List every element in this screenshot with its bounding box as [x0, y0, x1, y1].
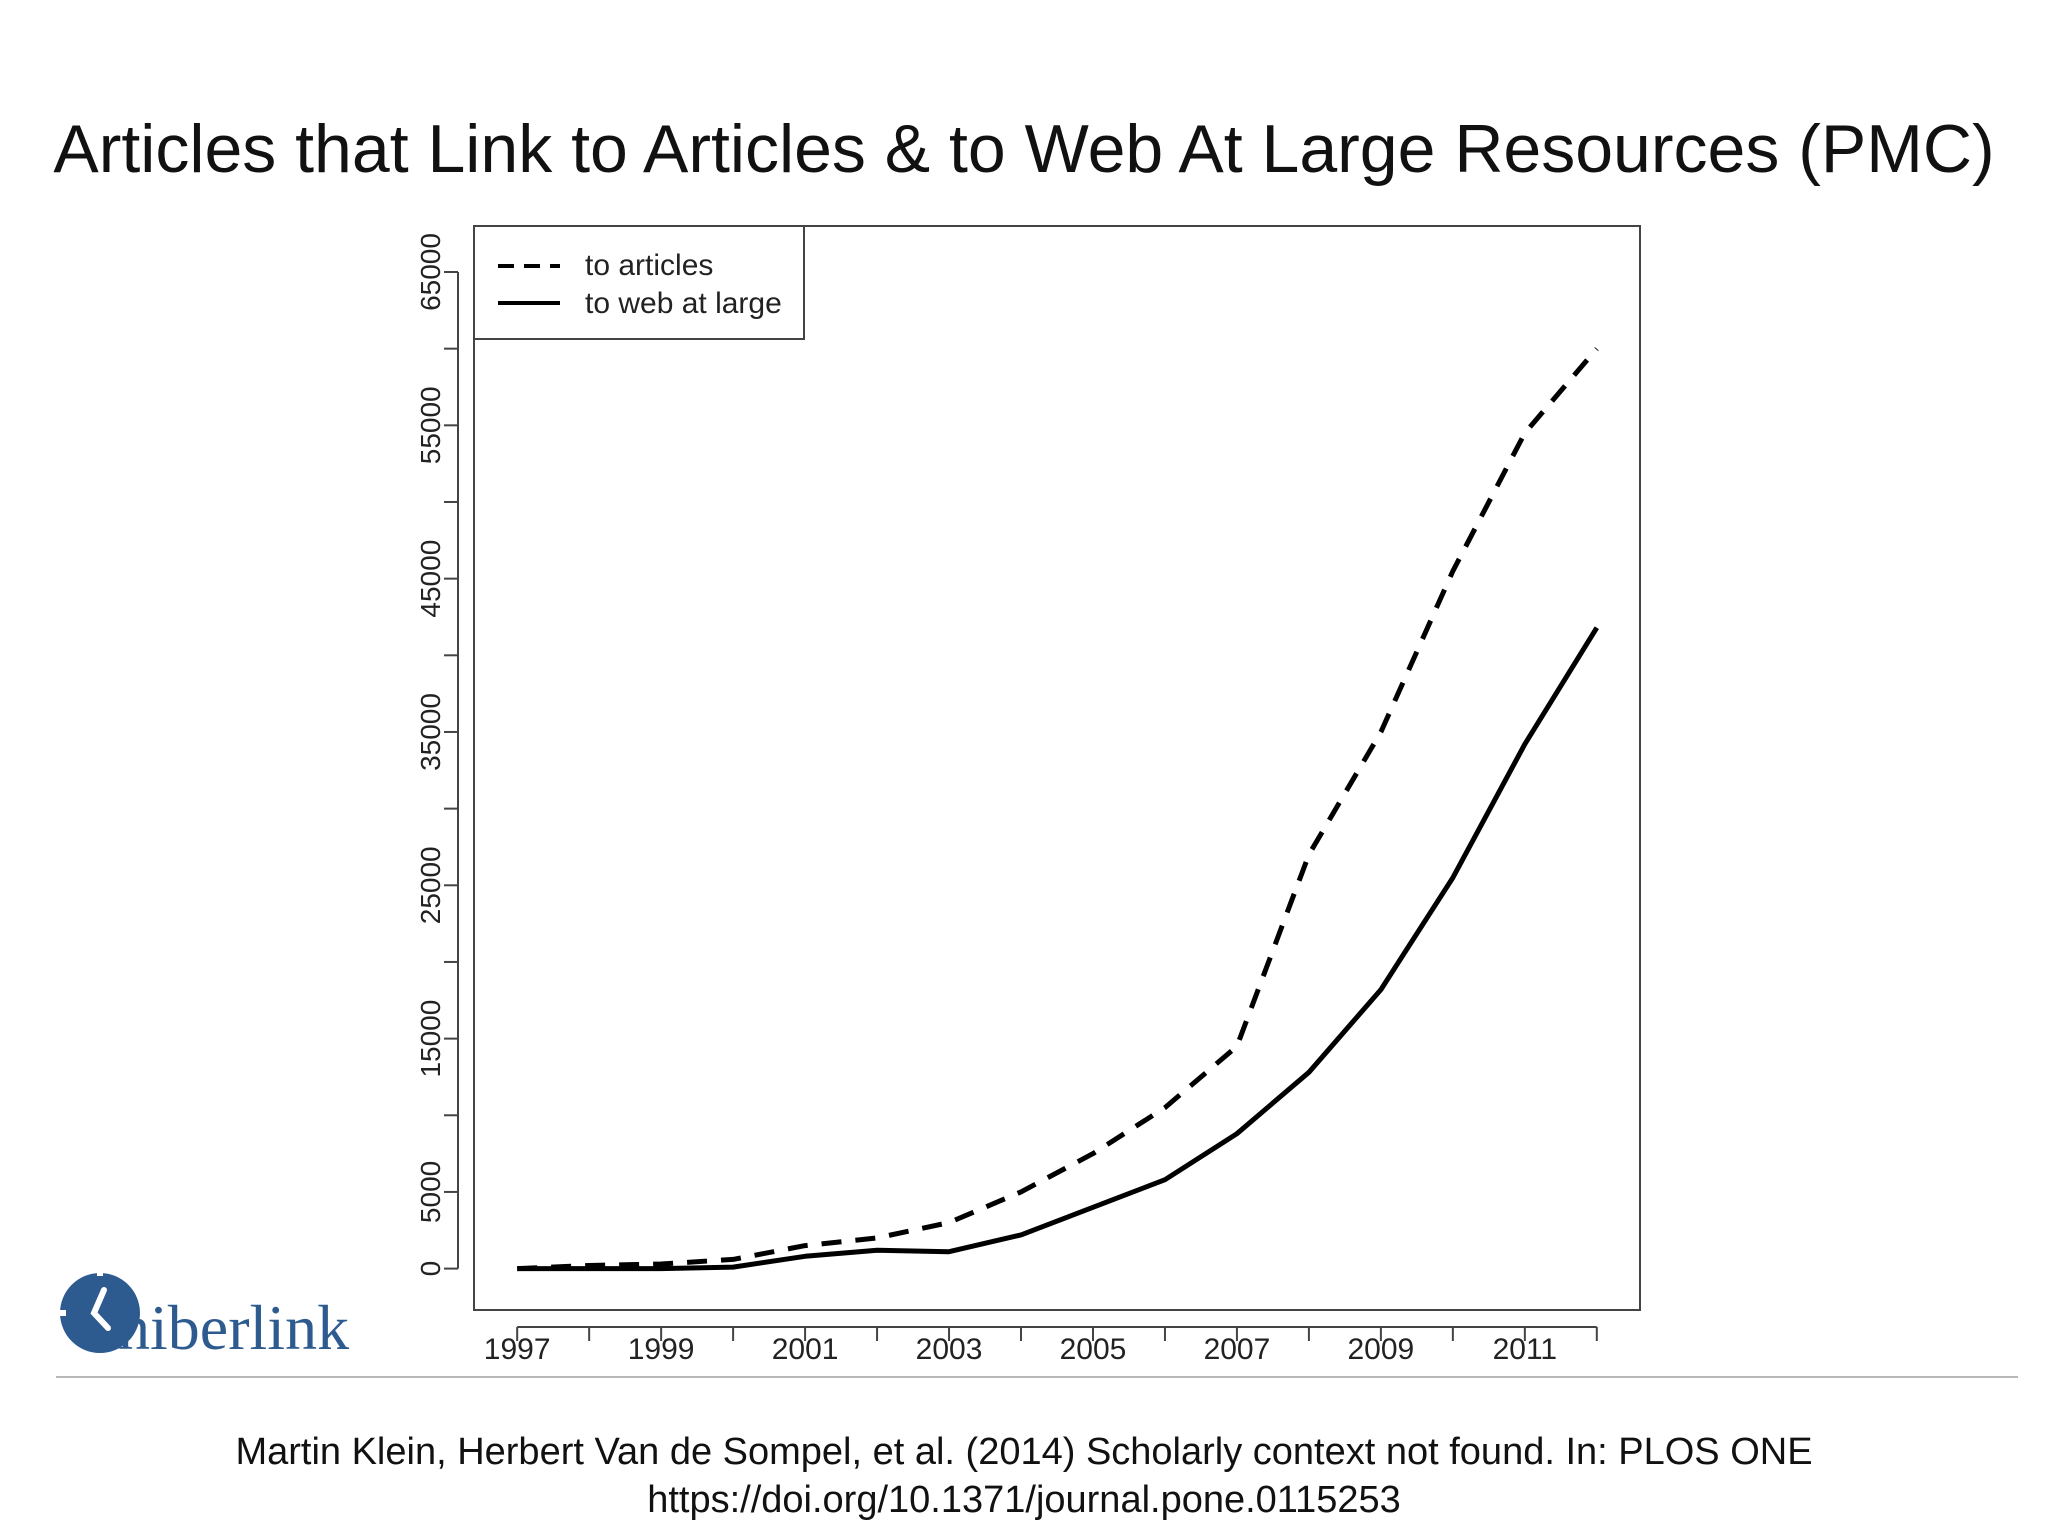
hiberlink-logo — [58, 1268, 140, 1353]
y-tick-label: 65000 — [415, 233, 446, 311]
series-layer — [517, 347, 1599, 1272]
citation-doi: https://doi.org/10.1371/journal.pone.011… — [647, 1479, 1401, 1521]
x-axis: 1997 1999 2001 2003 2005 2007 2009 2011 — [484, 1326, 1598, 1366]
x-tick-label: 1997 — [484, 1333, 551, 1366]
legend-label-to-web-at-large: to web at large — [585, 287, 782, 320]
series-line-to-web-at-large — [517, 626, 1599, 1272]
y-tick-label: 35000 — [415, 693, 446, 771]
y-tick-label: 45000 — [415, 540, 446, 618]
x-tick-label: 2001 — [772, 1333, 839, 1366]
x-tick-label: 2011 — [1493, 1333, 1558, 1366]
y-tick-label: 55000 — [415, 386, 446, 464]
x-tick-label: 2009 — [1348, 1333, 1415, 1366]
legend-box — [473, 225, 805, 340]
legend-label-to-articles: to articles — [585, 249, 713, 282]
logo-wordmark: hiberlink — [118, 1292, 350, 1363]
y-tick-label: 0 — [415, 1261, 446, 1277]
plot-frame — [473, 225, 1641, 1311]
x-tick-label: 2005 — [1060, 1333, 1127, 1366]
y-tick-label: 5000 — [415, 1161, 446, 1223]
footer-divider — [56, 1376, 2018, 1378]
chart-legend: to articles to web at large — [473, 225, 805, 340]
series-line-to-articles — [517, 347, 1599, 1272]
y-tick-label: 25000 — [415, 846, 446, 924]
clock-icon — [58, 1268, 140, 1353]
slide-title: Articles that Link to Articles & to Web … — [53, 111, 1995, 187]
y-tick-label: 15000 — [415, 1000, 446, 1078]
citation: Martin Klein, Herbert Van de Sompel, et … — [0, 1428, 2048, 1524]
x-tick-label: 2007 — [1204, 1333, 1271, 1366]
y-axis: 0 5000 15000 25000 35000 45000 55000 65000 — [415, 233, 459, 1277]
x-tick-label: 2003 — [916, 1333, 983, 1366]
citation-reference: Martin Klein, Herbert Van de Sompel, et … — [235, 1431, 1813, 1473]
x-tick-label: 1999 — [628, 1333, 695, 1366]
